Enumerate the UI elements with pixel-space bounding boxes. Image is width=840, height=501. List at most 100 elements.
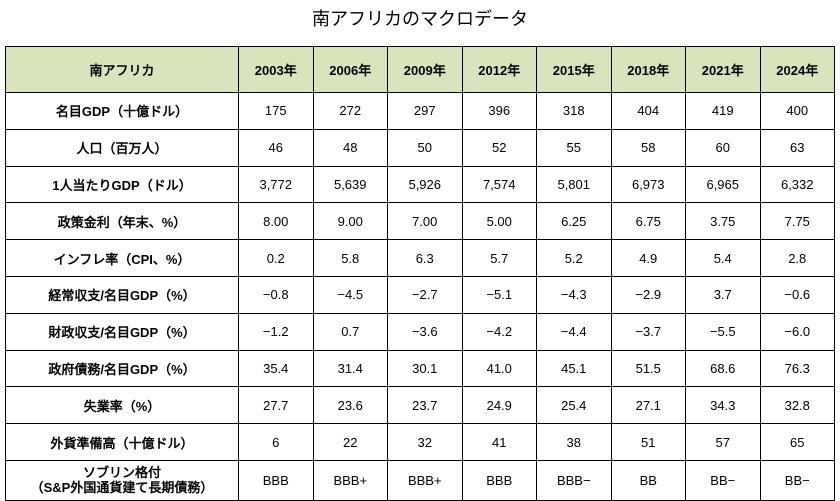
- table-cell: 41.0: [461, 349, 537, 388]
- table-cell: −5.1: [461, 275, 537, 314]
- table-cell: 65: [759, 423, 835, 461]
- table-row: 外貨準備高（十億ドル） 6 22 32 41 38 51 57 65: [5, 423, 835, 461]
- table-cell: 76.3: [759, 349, 835, 388]
- table-cell: 34.3: [685, 386, 761, 425]
- table-cell: 63: [759, 128, 835, 167]
- table-cell: −2.7: [387, 275, 463, 314]
- header-corner: 南アフリカ: [5, 46, 239, 93]
- rating-label: ソブリン格付 （S&P外国通貨建て長期債務）: [5, 459, 239, 501]
- table-cell: 5,926: [387, 165, 463, 204]
- rating-cell: BB−: [685, 459, 761, 501]
- row-label: 外貨準備高（十億ドル）: [5, 423, 239, 461]
- table-cell: 23.7: [387, 386, 463, 425]
- header-row: 南アフリカ 2003年 2006年 2009年 2012年 2015年 2018…: [5, 46, 835, 93]
- table-cell: −4.3: [536, 275, 612, 314]
- table-cell: −2.9: [610, 275, 686, 314]
- table-cell: 7,574: [461, 165, 537, 204]
- macro-data-table: 南アフリカ 2003年 2006年 2009年 2012年 2015年 2018…: [5, 46, 835, 501]
- table-cell: −0.8: [238, 275, 314, 314]
- table-cell: 318: [536, 92, 612, 130]
- table-cell: 7.00: [387, 202, 463, 241]
- table-cell: 5.4: [685, 239, 761, 277]
- rating-label-line1: ソブリン格付: [82, 465, 161, 481]
- table-row: 人口（百万人） 46 48 50 52 55 58 60 63: [5, 128, 835, 167]
- table-cell: 5.7: [461, 239, 537, 277]
- header-year: 2018年: [610, 46, 686, 93]
- table-cell: 68.6: [685, 349, 761, 388]
- rating-cell: BBB: [461, 459, 537, 501]
- table-cell: 9.00: [312, 202, 388, 241]
- table-cell: 23.6: [312, 386, 388, 425]
- rating-cell: BB: [610, 459, 686, 501]
- row-label: 失業率（%）: [5, 386, 239, 425]
- row-label: 経常収支/名目GDP（%）: [5, 275, 239, 314]
- rating-label-line2: （S&P外国通貨建て長期債務）: [30, 480, 214, 496]
- table-cell: 0.2: [238, 239, 314, 277]
- header-year: 2021年: [685, 46, 761, 93]
- table-cell: 6,965: [685, 165, 761, 204]
- table-cell: 3,772: [238, 165, 314, 204]
- table-row: 政府債務/名目GDP（%） 35.4 31.4 30.1 41.0 45.1 51.5 68.…: [5, 349, 835, 388]
- rating-cell: BB−: [759, 459, 835, 501]
- header-year: 2015年: [536, 46, 612, 93]
- table-cell: 24.9: [461, 386, 537, 425]
- table-cell: 5.00: [461, 202, 537, 241]
- table-cell: 45.1: [536, 349, 612, 388]
- row-label: 政府債務/名目GDP（%）: [5, 349, 239, 388]
- table-cell: 5.2: [536, 239, 612, 277]
- table-cell: 35.4: [238, 349, 314, 388]
- table-row: 財政収支/名目GDP（%） −1.2 0.7 −3.6 −4.2 −4.4 −3.7 −5.5…: [5, 312, 835, 351]
- table-cell: 5,801: [536, 165, 612, 204]
- table-cell: 52: [461, 128, 537, 167]
- table-cell: 51.5: [610, 349, 686, 388]
- row-label: 名目GDP（十億ドル）: [5, 92, 239, 130]
- table-cell: 0.7: [312, 312, 388, 351]
- header-year: 2024年: [759, 46, 835, 93]
- table-cell: 400: [759, 92, 835, 130]
- table-cell: 7.75: [759, 202, 835, 241]
- row-label: 1人当たりGDP（ドル）: [5, 165, 239, 204]
- table-cell: 8.00: [238, 202, 314, 241]
- header-year: 2012年: [461, 46, 537, 93]
- header-year: 2006年: [312, 46, 388, 93]
- table-cell: −3.6: [387, 312, 463, 351]
- table-cell: 6.75: [610, 202, 686, 241]
- table-row: 1人当たりGDP（ドル） 3,772 5,639 5,926 7,574 5,801 6,9…: [5, 165, 835, 204]
- row-label: 人口（百万人）: [5, 128, 239, 167]
- table-cell: 27.7: [238, 386, 314, 425]
- table-cell: 404: [610, 92, 686, 130]
- table-cell: 5,639: [312, 165, 388, 204]
- table-cell: 50: [387, 128, 463, 167]
- table-cell: 38: [536, 423, 612, 461]
- row-label: 政策金利（年末、%）: [5, 202, 239, 241]
- table-cell: 46: [238, 128, 314, 167]
- table-cell: 32.8: [759, 386, 835, 425]
- table-cell: 6.3: [387, 239, 463, 277]
- table-cell: −3.7: [610, 312, 686, 351]
- table-cell: 4.9: [610, 239, 686, 277]
- table-cell: 31.4: [312, 349, 388, 388]
- table-cell: 58: [610, 128, 686, 167]
- table-cell: 5.8: [312, 239, 388, 277]
- row-label: インフレ率（CPI、%）: [5, 239, 239, 277]
- rating-row: ソブリン格付 （S&P外国通貨建て長期債務） BBB BBB+ BBB+ BBB BBB− B…: [5, 459, 835, 501]
- table-cell: 32: [387, 423, 463, 461]
- table-cell: 6.25: [536, 202, 612, 241]
- rating-cell: BBB+: [387, 459, 463, 501]
- table-cell: 6,973: [610, 165, 686, 204]
- table-cell: 60: [685, 128, 761, 167]
- page-title: 南アフリカのマクロデータ: [312, 9, 528, 30]
- table-cell: 419: [685, 92, 761, 130]
- table-row: 経常収支/名目GDP（%） −0.8 −4.5 −2.7 −5.1 −4.3 −2.9 3.7…: [5, 275, 835, 314]
- table-cell: 396: [461, 92, 537, 130]
- table-cell: 272: [312, 92, 388, 130]
- table-cell: 2.8: [759, 239, 835, 277]
- table-cell: 3.75: [685, 202, 761, 241]
- table-row: 失業率（%） 27.7 23.6 23.7 24.9 25.4 27.1 34.3 32.8: [5, 386, 835, 425]
- table-cell: −4.2: [461, 312, 537, 351]
- table-cell: 22: [312, 423, 388, 461]
- table-cell: 25.4: [536, 386, 612, 425]
- rating-cell: BBB−: [536, 459, 612, 501]
- table-row: 政策金利（年末、%） 8.00 9.00 7.00 5.00 6.25 6.75 3.75 7.…: [5, 202, 835, 241]
- table-cell: 27.1: [610, 386, 686, 425]
